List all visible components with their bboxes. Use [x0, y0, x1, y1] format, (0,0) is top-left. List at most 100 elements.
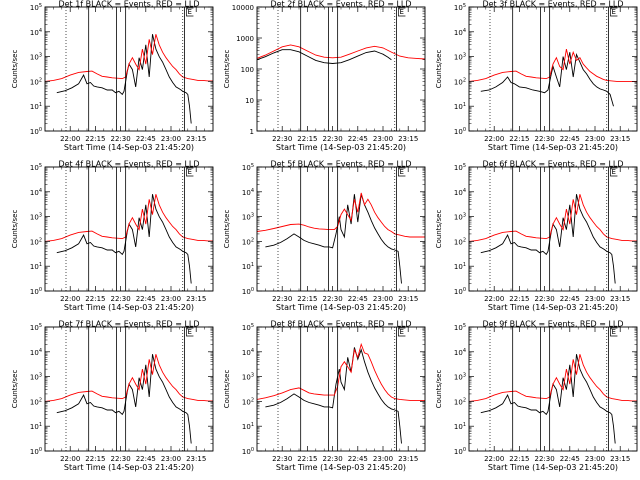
e-marker-label: E — [611, 168, 615, 176]
plot-frame — [256, 6, 426, 132]
y-tick-label: 101 — [454, 102, 466, 111]
x-tick-label: 22:15 — [297, 455, 317, 463]
x-axis-label: Start Time (14-Sep-03 21:45:20) — [64, 303, 194, 312]
y-tick-label: 100 — [242, 447, 254, 456]
x-tick-label: 23:15 — [186, 135, 206, 143]
y-tick-label: 101 — [30, 422, 42, 431]
y-tick-label: 103 — [30, 373, 42, 382]
series-events-line — [56, 34, 192, 124]
y-axis-label: Counts/sec — [223, 50, 231, 89]
y-tick-label: 102 — [454, 397, 466, 406]
x-tick-label: 22:30 — [323, 135, 343, 143]
series-events-line — [257, 49, 392, 64]
y-axis-label: Counts/sec — [435, 50, 443, 89]
series-lld-line — [45, 354, 213, 402]
x-tick-label: 22:15 — [509, 455, 529, 463]
x-tick-label: 22:30 — [323, 295, 343, 303]
x-tick-label: 22:30 — [272, 135, 292, 143]
e-marker-label: E — [399, 168, 403, 176]
x-tick-label: 23:15 — [398, 295, 418, 303]
x-axis-label: Start Time (14-Sep-03 21:45:20) — [488, 463, 618, 472]
x-tick-label: 23:15 — [398, 455, 418, 463]
chart-panel-3: E 100 101 102 103 104 105 22:00 22:15 22:30 22:45 2… — [435, 0, 638, 152]
x-tick-label: 22:30 — [323, 455, 343, 463]
x-tick-label: 23:15 — [186, 295, 206, 303]
y-tick-label: 100 — [454, 127, 466, 136]
y-tick-label: 105 — [454, 323, 466, 332]
y-tick-label: 103 — [454, 213, 466, 222]
series-lld-line — [469, 354, 637, 402]
y-tick-label: 105 — [30, 323, 42, 332]
x-axis-label: Start Time (14-Sep-03 21:45:20) — [488, 303, 618, 312]
chart-title: Det 6f BLACK = Events, RED = LLD — [482, 160, 623, 169]
series-lld-line — [45, 34, 213, 82]
y-tick-label: 100 — [242, 287, 254, 296]
e-marker-label: E — [187, 168, 191, 176]
x-axis-label: Start Time (14-Sep-03 21:45:20) — [488, 143, 618, 152]
x-tick-label: 22:15 — [509, 135, 529, 143]
y-tick-label: 101 — [454, 422, 466, 431]
y-tick-label: 103 — [454, 53, 466, 62]
plot-frame — [468, 326, 638, 452]
y-axis-label: Counts/sec — [435, 370, 443, 409]
x-tick-label: 22:00 — [484, 295, 504, 303]
y-tick-label: 104 — [242, 188, 254, 197]
plot-frame — [44, 326, 214, 452]
e-marker — [398, 167, 406, 177]
x-tick-label: 23:15 — [186, 455, 206, 463]
y-tick-label: 10000 — [232, 4, 254, 12]
y-tick-label: 103 — [30, 53, 42, 62]
series-events-line — [480, 194, 616, 284]
e-marker-label: E — [187, 8, 191, 16]
series-events-line — [480, 52, 614, 107]
chart-title: Det 4f BLACK = Events, RED = LLD — [58, 160, 199, 169]
y-tick-label: 1000 — [236, 35, 254, 43]
e-marker — [610, 167, 618, 177]
x-tick-label: 22:45 — [136, 135, 156, 143]
e-marker — [398, 7, 406, 17]
x-axis-label: Start Time (14-Sep-03 21:45:20) — [276, 463, 406, 472]
x-tick-label: 22:00 — [60, 135, 80, 143]
e-marker-label: E — [611, 8, 615, 16]
y-axis-label: Counts/sec — [11, 370, 19, 409]
y-tick-label: 101 — [242, 422, 254, 431]
y-tick-label: 103 — [242, 373, 254, 382]
chart-title: Det 3f BLACK = Events, RED = LLD — [482, 0, 623, 9]
x-tick-label: 22:45 — [348, 135, 368, 143]
y-tick-label: 104 — [242, 348, 254, 357]
series-events-line — [480, 354, 616, 444]
chart-title: Det 7f BLACK = Events, RED = LLD — [58, 320, 199, 329]
y-axis-label: Counts/sec — [223, 370, 231, 409]
y-tick-label: 103 — [30, 213, 42, 222]
y-tick-label: 100 — [454, 287, 466, 296]
x-axis-label: Start Time (14-Sep-03 21:45:20) — [64, 463, 194, 472]
plot-frame — [44, 166, 214, 292]
chart-title: Det 2f BLACK = Events, RED = LLD — [270, 0, 411, 9]
series-lld-line — [469, 194, 637, 242]
x-tick-label: 22:45 — [136, 455, 156, 463]
x-tick-label: 23:15 — [610, 455, 630, 463]
x-tick-label: 22:15 — [85, 135, 105, 143]
x-tick-label: 22:15 — [509, 295, 529, 303]
x-tick-label: 22:15 — [85, 455, 105, 463]
x-tick-label: 22:30 — [535, 455, 555, 463]
x-tick-label: 22:30 — [111, 135, 131, 143]
x-tick-label: 23:00 — [585, 295, 605, 303]
y-tick-label: 100 — [30, 287, 42, 296]
x-tick-label: 22:45 — [560, 455, 580, 463]
chart-panel-2: E 1 10 100 1000 10000 22:30 22:15 22:30 22:45 23:0… — [223, 0, 426, 152]
y-tick-label: 102 — [30, 77, 42, 86]
x-tick-label: 23:00 — [161, 455, 181, 463]
y-tick-label: 104 — [30, 348, 42, 357]
y-tick-label: 105 — [242, 323, 254, 332]
chart-panel-7: E 100 101 102 103 104 105 22:00 22:15 22:30 22:45 2… — [11, 320, 214, 472]
series-events-line — [265, 347, 402, 444]
y-tick-label: 1 — [250, 128, 254, 136]
x-tick-label: 22:30 — [111, 295, 131, 303]
e-marker — [186, 327, 194, 337]
y-tick-label: 104 — [454, 348, 466, 357]
x-tick-label: 23:15 — [398, 135, 418, 143]
y-axis-label: Counts/sec — [11, 210, 19, 249]
x-tick-label: 22:00 — [484, 455, 504, 463]
